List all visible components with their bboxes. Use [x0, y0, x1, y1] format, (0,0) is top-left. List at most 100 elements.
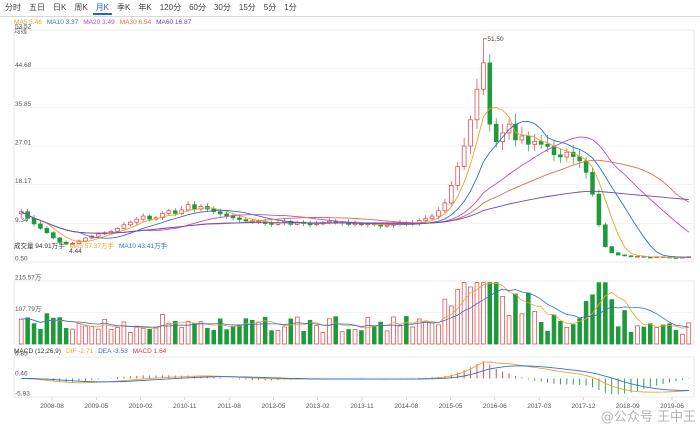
macd_legend-item: DIF -2.71	[65, 348, 94, 355]
x-tick-label: 2017-03	[527, 403, 551, 410]
main_legend-item: MA30 6.54	[119, 19, 152, 26]
tab-8[interactable]: 60分	[189, 3, 206, 12]
vol_legend-item: 成交量 94.91万手	[14, 243, 65, 250]
volume-bar	[673, 330, 679, 345]
volume-bar	[558, 320, 563, 345]
volume-bar	[192, 323, 197, 345]
candle-body	[38, 223, 43, 229]
candle-body	[506, 123, 512, 134]
volume-bar	[570, 324, 576, 345]
volume-bar	[63, 328, 69, 345]
candle-body	[545, 143, 550, 147]
volume-bar	[442, 298, 448, 345]
volume-bar	[404, 316, 409, 345]
tab-2[interactable]: 日K	[53, 3, 67, 12]
volume-bar	[108, 329, 114, 345]
x-tick-label: 2011-08	[217, 403, 241, 410]
candle-body	[44, 227, 50, 234]
y-tick-label: 0.50	[15, 256, 28, 263]
candle-body	[192, 204, 197, 210]
volume-bar	[680, 333, 685, 345]
volume-bar	[583, 301, 589, 345]
ma10-line	[20, 121, 689, 258]
volume-bar	[667, 323, 672, 345]
volume-bar	[487, 282, 493, 345]
volume-bar	[455, 288, 460, 345]
vol-tick-label: 107.79万	[15, 305, 42, 313]
x-tick-label: 2008-08	[40, 403, 64, 410]
volume-bar	[147, 328, 152, 345]
vol_legend-item: MA5 57.37万手	[69, 243, 115, 250]
volume-bar	[89, 325, 95, 345]
candle-body	[609, 246, 615, 254]
tab-12[interactable]: 1分	[284, 3, 297, 12]
candle-body	[455, 166, 460, 186]
volume-bar	[44, 313, 50, 345]
main_legend-item: MA60 16.87	[156, 19, 192, 26]
candle-body	[429, 215, 435, 220]
macd-legend: MACD (12,26,9) DIF -2.71 DEA -3.53 MACD 1.6…	[14, 347, 171, 356]
volume-bar	[506, 315, 512, 345]
candle-body	[442, 202, 448, 212]
candle-body	[140, 215, 146, 220]
vol_legend-item: MA10 43.41万手	[119, 243, 168, 250]
y-tick-label: 9.34	[15, 217, 28, 224]
tab-0[interactable]: 分时	[5, 3, 21, 12]
tab-6[interactable]: 年K	[138, 3, 152, 12]
tab-1[interactable]: 五日	[29, 3, 45, 12]
candle-body	[166, 210, 172, 214]
candle-body	[57, 237, 62, 243]
volume-bar	[153, 327, 159, 345]
candle-body	[628, 255, 634, 258]
volume-bar	[18, 318, 24, 345]
candle-body	[352, 223, 358, 225]
volume-bar	[352, 329, 358, 345]
tab-11[interactable]: 5分	[263, 3, 277, 12]
vol-ma5-line	[21, 283, 689, 330]
candle-body	[468, 119, 473, 147]
tab-5[interactable]: 季K	[117, 3, 131, 12]
junxian-label: 均线	[14, 28, 27, 35]
volume-bar	[262, 316, 268, 345]
volume-bar	[622, 310, 627, 345]
x-tick-label: 2010-02	[129, 403, 153, 410]
tab-9[interactable]: 30分	[213, 3, 231, 12]
volume-bar	[294, 316, 300, 345]
volume-bar	[121, 321, 127, 345]
candle-body	[449, 185, 454, 204]
macd-tick-label: 0.46	[15, 371, 28, 378]
tab-3[interactable]: 周K	[74, 3, 88, 12]
x-tick-label: 2014-08	[394, 403, 418, 410]
candle-body	[147, 215, 152, 220]
volume-bar	[70, 328, 75, 345]
volume-bar	[603, 282, 608, 345]
peak-label: 51.50	[487, 36, 504, 43]
x-tick-label: 2012-05	[261, 403, 285, 410]
volume-bar	[211, 330, 217, 345]
candle-body	[384, 224, 390, 227]
volume-bar	[365, 316, 371, 345]
volume-bar	[577, 318, 582, 345]
volume-bar	[339, 331, 345, 345]
candle-body	[648, 256, 653, 259]
y-tick-label: 35.85	[15, 101, 32, 108]
x-tick-label: 2009-05	[84, 403, 108, 410]
tab-7[interactable]: 120分	[159, 3, 182, 12]
candle-body	[461, 145, 467, 167]
candle-body	[423, 218, 428, 221]
volume-bar	[628, 331, 634, 345]
volume-bar	[128, 332, 133, 345]
tab-10[interactable]: 15分	[238, 3, 256, 12]
volume-bar	[538, 321, 544, 345]
volume-bar	[397, 324, 403, 345]
candle-body	[63, 241, 69, 245]
candle-body	[121, 224, 127, 229]
volume-bar	[346, 329, 351, 345]
volume-bar	[301, 330, 306, 345]
candle-body	[519, 135, 525, 141]
tab-4[interactable]: 月K	[92, 1, 113, 15]
macd_legend-item: MACD 1.64	[132, 348, 167, 355]
low-label: 4.44	[69, 248, 82, 255]
candle-body	[558, 154, 563, 158]
